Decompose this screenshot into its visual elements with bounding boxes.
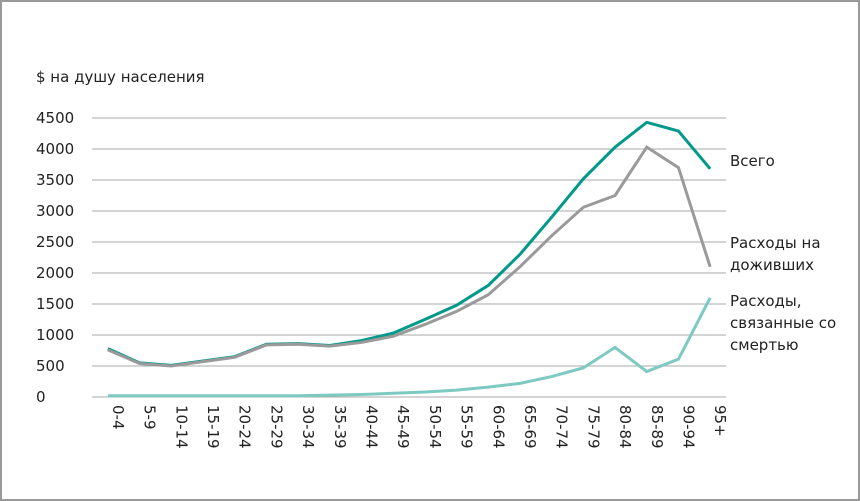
series-label: Всего (730, 152, 775, 170)
x-tick-label: 60-64 (489, 405, 507, 449)
x-tick-label: 55-59 (458, 405, 476, 449)
x-tick-label: 70-74 (553, 405, 571, 449)
y-tick-label: 4500 (36, 109, 74, 127)
y-tick-label: 1000 (36, 326, 74, 344)
x-tick-label: 75-79 (584, 405, 602, 449)
series-label: Расходы на доживших (730, 234, 821, 274)
x-tick-label: 10-14 (172, 405, 190, 449)
y-tick-label: 3500 (36, 171, 74, 189)
x-tick-label: 85-89 (648, 405, 666, 449)
y-tick-label: 0 (36, 388, 46, 406)
y-tick-label: 2500 (36, 233, 74, 251)
x-tick-label: 30-34 (299, 405, 317, 449)
y-axis-label: $ на душу населения (36, 68, 205, 86)
x-tick-label: 20-24 (236, 405, 254, 449)
x-tick-label: 80-84 (616, 405, 634, 449)
x-tick-label: 45-49 (394, 405, 412, 449)
x-tick-label: 5-9 (141, 405, 159, 430)
y-tick-label: 1500 (36, 295, 74, 313)
y-tick-label: 2000 (36, 264, 74, 282)
y-tick-label: 500 (36, 357, 65, 375)
series-label: Расходы, связанные со смертью (730, 292, 837, 354)
x-tick-label: 25-29 (267, 405, 285, 449)
x-tick-label: 65-69 (521, 405, 539, 449)
x-tick-label: 95+ (711, 405, 729, 437)
series-line (107, 297, 712, 398)
x-tick-label: 50-54 (426, 405, 444, 449)
x-tick-label: 15-19 (204, 405, 222, 449)
x-tick-label: 35-39 (331, 405, 349, 449)
x-tick-label: 40-44 (362, 405, 380, 449)
y-tick-label: 4000 (36, 140, 74, 158)
x-tick-label: 0-4 (109, 405, 127, 430)
x-tick-label: 90-94 (679, 405, 697, 449)
y-tick-label: 3000 (36, 202, 74, 220)
series-line (107, 145, 712, 368)
